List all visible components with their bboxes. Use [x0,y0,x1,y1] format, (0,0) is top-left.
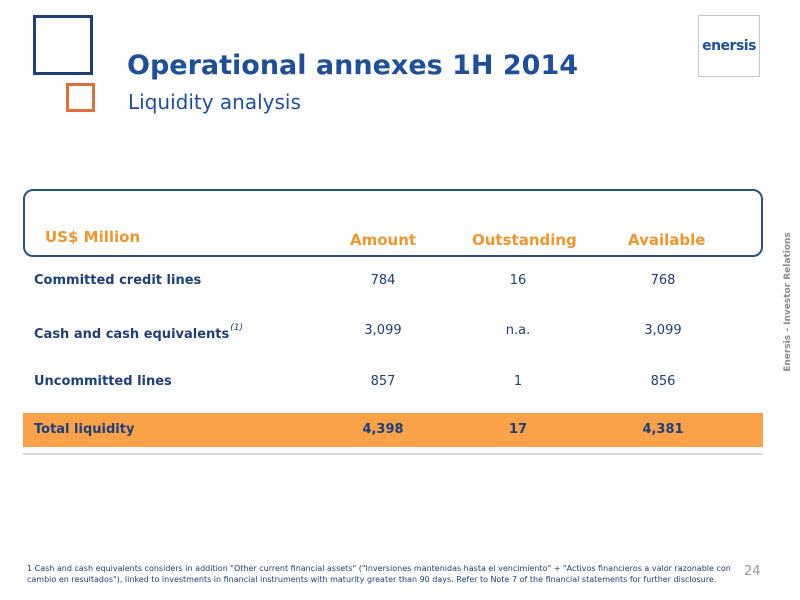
row-label: Cash and cash equivalents(1) [34,323,243,342]
table-bottom-divider [23,453,763,455]
header-amount: Amount [350,231,417,249]
cell-outstanding: 1 [513,374,523,389]
total-row: Total liquidity 4,398 17 4,381 [23,413,763,447]
total-label: Total liquidity [34,422,135,437]
header-unit: US$ Million [45,228,141,246]
row-label: Uncommitted lines [34,374,172,389]
header-outstanding: Outstanding [472,231,577,249]
cell-amount: 784 [370,273,396,288]
table-row: Uncommitted lines 857 1 856 [23,371,763,395]
cell-outstanding: n.a. [505,323,531,338]
liquidity-table: US$ Million Amount Outstanding Available… [23,189,763,457]
enersis-logo: enersis [698,15,760,77]
cell-available: 3,099 [644,323,682,338]
page-subtitle: Liquidity analysis [128,90,301,114]
cell-amount: 857 [370,374,396,389]
cell-outstanding: 16 [509,273,527,288]
table-header: US$ Million Amount Outstanding Available [23,189,763,257]
decorative-square-small [66,83,95,112]
cell-amount: 3,099 [364,323,402,338]
page-number: 24 [744,564,761,579]
logo-text: enersis [702,38,756,54]
header-available: Available [628,231,706,249]
table-row: Cash and cash equivalents(1) 3,099 n.a. … [23,320,763,344]
cell-available: 856 [650,374,676,389]
cell-available: 768 [650,273,676,288]
total-outstanding: 17 [508,422,528,437]
footnote: 1 Cash and cash equivalents considers in… [27,564,731,584]
page-title: Operational annexes 1H 2014 [127,50,579,81]
total-available: 4,381 [642,422,684,437]
table-row: Committed credit lines 784 16 768 [23,270,763,294]
side-caption: Enersis - Investor Relations [783,232,793,372]
footnote-marker: (1) [230,323,243,333]
row-label: Committed credit lines [34,273,202,288]
decorative-square-large [33,15,93,75]
total-amount: 4,398 [362,422,404,437]
